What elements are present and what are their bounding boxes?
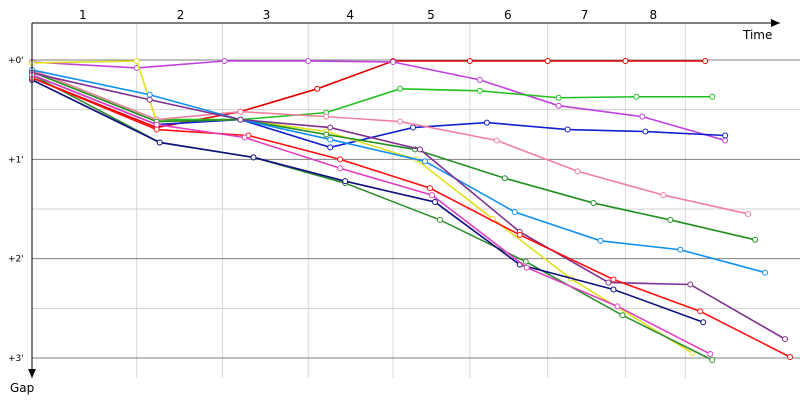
point <box>722 132 729 139</box>
point <box>390 58 397 65</box>
point <box>397 118 404 125</box>
point <box>709 93 716 100</box>
point <box>476 76 483 83</box>
point <box>555 102 562 109</box>
point <box>153 121 160 128</box>
point <box>564 126 571 133</box>
point <box>146 96 153 103</box>
point <box>428 192 435 199</box>
point <box>237 116 244 123</box>
point <box>697 308 704 315</box>
point <box>610 276 617 283</box>
point <box>762 269 769 276</box>
point <box>426 185 433 192</box>
point <box>700 319 707 326</box>
point <box>501 175 508 182</box>
x-tick-label: 1 <box>79 8 87 22</box>
point <box>642 128 649 135</box>
point <box>511 208 518 215</box>
point <box>493 137 500 144</box>
point <box>305 57 312 64</box>
point <box>327 144 334 151</box>
series-line <box>31 60 693 354</box>
x-axis-label: Time <box>742 28 772 42</box>
series-line <box>31 69 766 274</box>
point <box>421 158 428 165</box>
point <box>314 85 321 92</box>
point <box>327 124 334 131</box>
point <box>687 281 694 288</box>
point <box>337 156 344 163</box>
point <box>466 57 473 64</box>
x-tick-label: 4 <box>346 8 354 22</box>
point <box>709 356 716 363</box>
point <box>416 146 423 153</box>
point <box>555 94 562 101</box>
point <box>660 192 667 199</box>
point <box>745 210 752 217</box>
point <box>544 57 551 64</box>
point <box>574 168 581 175</box>
point <box>752 236 759 243</box>
point <box>397 85 404 92</box>
series-line <box>31 74 713 361</box>
point <box>153 126 160 133</box>
point <box>431 199 438 206</box>
series-line <box>31 79 704 323</box>
point <box>327 136 334 143</box>
point <box>342 178 349 185</box>
point <box>516 231 523 238</box>
x-tick-label: 2 <box>177 8 185 22</box>
point <box>597 237 604 244</box>
point <box>782 336 789 343</box>
point <box>677 246 684 253</box>
point <box>523 264 530 271</box>
point <box>323 131 330 138</box>
point <box>707 351 714 358</box>
y-tick-label: +0' <box>8 56 24 66</box>
x-tick-label: 6 <box>504 8 512 22</box>
point <box>702 57 709 64</box>
point <box>633 93 640 100</box>
point <box>614 303 621 310</box>
point <box>619 312 626 319</box>
x-tick-label: 3 <box>263 8 271 22</box>
series-line <box>31 72 786 340</box>
point <box>639 113 646 120</box>
y-axis-label: Gap <box>10 381 34 395</box>
point <box>590 200 597 207</box>
point <box>722 137 729 144</box>
x-tick-label: 8 <box>650 8 658 22</box>
series-line <box>31 60 706 129</box>
point <box>156 139 163 146</box>
series-line <box>31 60 726 142</box>
point <box>605 279 612 286</box>
point <box>522 258 529 265</box>
x-tick-label: 5 <box>427 8 435 22</box>
point <box>237 108 244 115</box>
point <box>146 91 153 98</box>
point <box>410 124 417 131</box>
point <box>436 216 443 223</box>
y-tick-label: +3' <box>8 354 24 364</box>
point <box>787 354 794 361</box>
point <box>337 165 344 172</box>
plot <box>29 57 794 363</box>
point <box>133 57 140 64</box>
series-line <box>31 74 711 355</box>
x-tick-label: 7 <box>581 8 589 22</box>
point <box>476 87 483 94</box>
point <box>221 57 228 64</box>
point <box>610 286 617 293</box>
point <box>483 119 490 126</box>
point <box>241 134 248 141</box>
point <box>250 154 257 161</box>
y-tick-label: +2' <box>8 255 24 265</box>
point <box>667 216 674 223</box>
point <box>622 57 629 64</box>
y-tick-label: +1' <box>8 155 24 165</box>
point <box>323 113 330 120</box>
